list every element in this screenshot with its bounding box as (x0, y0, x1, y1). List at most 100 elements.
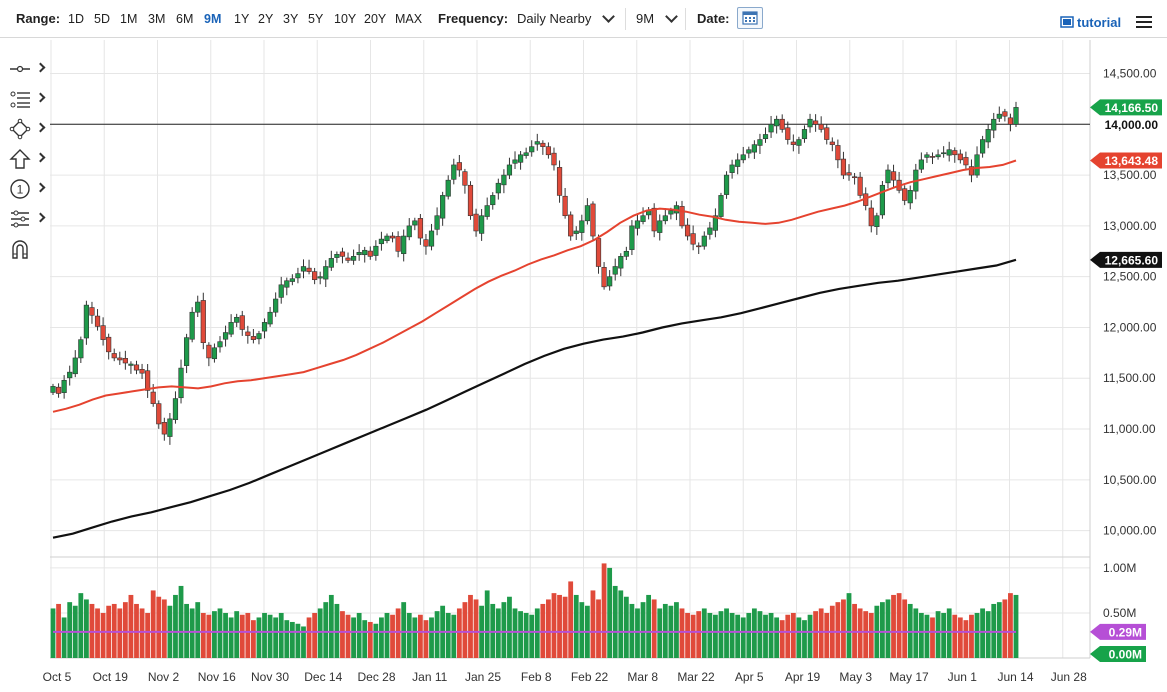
candle (813, 114, 819, 132)
volume-bar (963, 620, 969, 658)
range-1y[interactable]: 1Y (234, 12, 250, 26)
shape-tool-icon[interactable] (8, 118, 46, 140)
candle-body (774, 118, 780, 127)
candle (273, 292, 279, 317)
candle-body (568, 214, 574, 237)
menu-icon[interactable] (1136, 16, 1152, 28)
candle-body (501, 174, 507, 186)
candle-body (729, 164, 735, 173)
candle-body (813, 120, 819, 125)
candle (623, 246, 629, 261)
candle-body (211, 347, 218, 360)
candle-body (122, 358, 128, 364)
range-9m[interactable]: 9M (204, 12, 222, 26)
candle-body (935, 154, 941, 158)
period-dropdown[interactable]: 9M (636, 11, 655, 26)
volume-bar (195, 602, 201, 658)
label-tool-icon[interactable]: 1 (8, 178, 46, 200)
x-tick-label: Mar 22 (677, 670, 715, 684)
volume-bar (145, 612, 151, 658)
x-tick-label: Jun 1 (948, 670, 978, 684)
badge-shape (1090, 99, 1162, 116)
candle-body (111, 353, 117, 359)
arrow-tool-icon[interactable] (8, 148, 46, 170)
candle (707, 221, 713, 240)
candle-body (746, 149, 752, 154)
candle-body (150, 391, 156, 404)
candle (807, 113, 813, 133)
volume-bar (451, 614, 457, 658)
volume-bar (117, 608, 123, 658)
badge-ma200: 12,665.60 (1090, 251, 1162, 268)
badge-shape (1090, 623, 1146, 640)
y-tick-label: 11,000.00 (1103, 422, 1156, 436)
volume-bar (345, 614, 351, 658)
volume-bar (824, 612, 830, 658)
range-1d[interactable]: 1D (68, 12, 84, 26)
candle (723, 171, 730, 199)
candle-body (723, 174, 730, 195)
candle (974, 146, 980, 178)
measure-tool-icon[interactable] (8, 208, 46, 230)
candle-body (189, 311, 195, 340)
tutorial-link[interactable]: tutorial (1077, 15, 1122, 30)
y-tick-label: 10,000.00 (1103, 524, 1157, 538)
candle (818, 116, 824, 133)
volume-bar (724, 608, 729, 658)
volume-bar (557, 594, 562, 658)
volume-bar (278, 612, 284, 658)
range-10y[interactable]: 10Y (334, 12, 357, 26)
candle-body (540, 142, 546, 147)
candle-body (323, 266, 329, 280)
fibonacci-tool-icon[interactable] (8, 88, 46, 110)
range-5d[interactable]: 5D (94, 12, 110, 26)
candle (890, 164, 897, 188)
volume-bar (462, 602, 468, 658)
candle (412, 217, 418, 231)
film-icon[interactable] (1060, 16, 1074, 28)
range-3m[interactable]: 3M (148, 12, 166, 26)
volume-bar (250, 620, 256, 658)
volume-bar (785, 614, 791, 658)
candle-body (267, 311, 273, 325)
candle-body (740, 154, 746, 161)
candle (206, 342, 212, 367)
magnet-icon[interactable] (8, 238, 46, 260)
volume-bar (685, 612, 690, 658)
range-6m[interactable]: 6M (176, 12, 194, 26)
volume-bar (674, 602, 679, 658)
volume-bar (445, 612, 451, 658)
range-20y[interactable]: 20Y (364, 12, 387, 26)
range-3y[interactable]: 3Y (283, 12, 299, 26)
candle (590, 201, 596, 242)
candle (774, 115, 780, 134)
range-5y[interactable]: 5Y (308, 12, 324, 26)
candle (428, 223, 435, 251)
candle-body (417, 218, 423, 239)
range-max[interactable]: MAX (395, 12, 423, 26)
volume-bar (100, 612, 106, 658)
y-tick-label: 12,000.00 (1103, 320, 1157, 334)
frequency-dropdown[interactable]: Daily Nearby (517, 11, 592, 26)
candle (217, 336, 223, 353)
calendar-icon[interactable] (737, 7, 763, 29)
candle (907, 185, 913, 210)
toolbar: Range: 1D 5D 1M 3M 6M 9M 1Y 2Y 3Y 5Y 10Y 20Y MAX Fre… (0, 0, 1167, 38)
volume-bar (223, 612, 228, 658)
candle-body (757, 139, 763, 146)
candle (211, 343, 218, 363)
candle (573, 226, 579, 241)
volume-bar (534, 608, 540, 658)
candle-body (395, 236, 401, 252)
candle (78, 336, 84, 364)
line-tool-icon[interactable] (8, 58, 46, 80)
range-2y[interactable]: 2Y (258, 12, 274, 26)
volume-bar (718, 611, 724, 658)
candle (618, 253, 624, 277)
range-1m[interactable]: 1M (120, 12, 138, 26)
volume-bar (206, 614, 212, 658)
volume-bar (590, 590, 596, 658)
volume-bar (957, 617, 963, 658)
candle-body (373, 245, 379, 256)
